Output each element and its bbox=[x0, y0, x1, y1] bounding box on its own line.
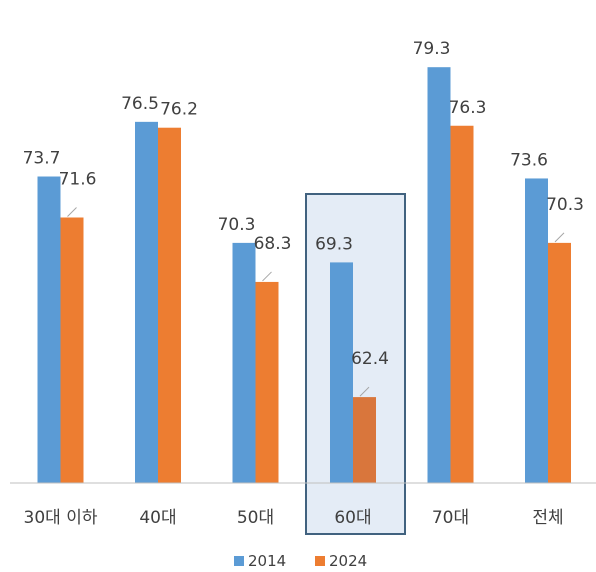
bar-2024-3 bbox=[353, 397, 376, 483]
legend-label-2024: 2024 bbox=[329, 552, 367, 570]
legend: 2014 2024 bbox=[234, 552, 367, 570]
data-label-2014-0: 73.7 bbox=[23, 149, 61, 169]
legend-swatch-2014 bbox=[234, 556, 244, 566]
category-label-2: 50대 bbox=[237, 508, 274, 528]
bar-2014-0 bbox=[37, 176, 61, 483]
bars bbox=[37, 67, 571, 484]
bar-2014-2 bbox=[232, 242, 256, 483]
bar-2014-1 bbox=[135, 121, 158, 483]
bar-2024-0 bbox=[60, 217, 84, 484]
data-label-2024-5: 70.3 bbox=[546, 195, 584, 215]
leader-line-3 bbox=[359, 386, 370, 397]
data-label-2024-1: 76.2 bbox=[160, 100, 198, 120]
bar-2024-1 bbox=[158, 127, 181, 483]
data-label-2014-5: 73.6 bbox=[510, 150, 548, 170]
data-label-2014-1: 76.5 bbox=[121, 94, 159, 114]
data-label-2014-2: 70.3 bbox=[218, 215, 256, 235]
leader-line-2 bbox=[262, 271, 272, 282]
data-label-2014-3: 69.3 bbox=[315, 234, 353, 254]
data-label-2024-4: 76.3 bbox=[449, 98, 487, 118]
data-label-2024-3: 62.4 bbox=[351, 349, 389, 369]
category-label-5: 전체 bbox=[532, 508, 563, 528]
bar-2014-5 bbox=[525, 178, 548, 483]
bar-2024-4 bbox=[450, 125, 474, 484]
leader-line-0 bbox=[67, 207, 77, 217]
leader-line-5 bbox=[554, 232, 565, 243]
bar-2014-3 bbox=[330, 262, 353, 483]
data-label-2024-0: 71.6 bbox=[59, 170, 97, 190]
data-label-2014-4: 79.3 bbox=[413, 39, 451, 59]
category-label-4: 70대 bbox=[432, 508, 469, 528]
legend-label-2014: 2014 bbox=[248, 552, 286, 570]
category-label-3: 60대 bbox=[334, 508, 371, 528]
legend-swatch-2024 bbox=[315, 556, 325, 566]
data-labels: 73.771.676.5 76.270.368.3 69.362.479.376.3… bbox=[23, 39, 584, 397]
data-label-2024-2: 68.3 bbox=[254, 234, 292, 254]
category-labels: 30대 이하 40대 50대 60대 70대 전체 bbox=[24, 508, 564, 528]
bar-2024-2 bbox=[255, 281, 279, 483]
category-label-0: 30대 이하 bbox=[24, 508, 98, 528]
bar-2014-4 bbox=[427, 67, 451, 484]
bar-2024-5 bbox=[548, 242, 571, 483]
category-label-1: 40대 bbox=[139, 508, 176, 528]
